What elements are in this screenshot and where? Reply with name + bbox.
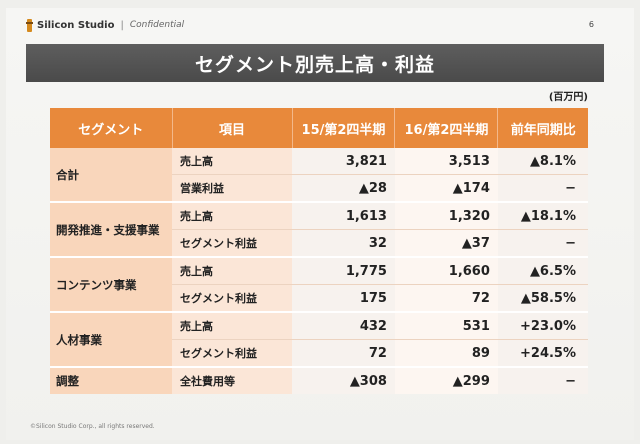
unit-label: (百万円) xyxy=(548,92,588,103)
copyright-footer: ©Silicon Studio Corp., all rights reserv… xyxy=(30,423,155,430)
value-16q2: 3,513 xyxy=(394,148,498,175)
value-16q2: ▲37 xyxy=(394,229,498,258)
col-header-item: 項目 xyxy=(172,108,293,148)
segment-table: セグメント 項目 15/第2四半期 16/第2四半期 前年同期比 合計 売上高 … xyxy=(50,108,588,394)
value-15q2: ▲28 xyxy=(292,174,395,203)
item-cell: セグメント利益 xyxy=(172,339,292,368)
table-row: 合計 売上高 3,821 3,513 ▲8.1% xyxy=(50,148,588,203)
value-16q2: ▲174 xyxy=(394,174,498,203)
table-header-row: セグメント 項目 15/第2四半期 16/第2四半期 前年同期比 xyxy=(50,108,588,148)
item-cell: 営業利益 xyxy=(172,174,292,203)
value-yoy: − xyxy=(497,229,588,258)
item-cell: 売上高 xyxy=(172,257,292,285)
item-cell: 売上高 xyxy=(172,202,292,230)
value-16q2: 1,320 xyxy=(394,202,498,230)
col-header-16q2: 16/第2四半期 xyxy=(394,108,499,148)
table-row: 開発推進・支援事業 売上高 1,613 1,320 ▲18.1% xyxy=(50,202,588,258)
item-cell: 売上高 xyxy=(172,312,292,340)
segment-cell: 合計 xyxy=(50,148,172,203)
col-header-segment: セグメント xyxy=(50,108,173,148)
value-15q2: 72 xyxy=(292,339,395,368)
value-15q2: ▲308 xyxy=(292,367,395,394)
item-cell: 全社費用等 xyxy=(172,367,292,394)
segment-cell: 人材事業 xyxy=(50,312,172,368)
item-cell: 売上高 xyxy=(172,148,292,175)
page-number: 6 xyxy=(588,20,594,29)
col-header-yoy: 前年同期比 xyxy=(497,108,588,148)
segment-cell: 調整 xyxy=(50,367,172,394)
table-row: 営業利益 ▲28 ▲174 − xyxy=(50,174,588,203)
value-15q2: 32 xyxy=(292,229,395,258)
value-yoy: − xyxy=(497,367,588,394)
table-row: セグメント利益 32 ▲37 − xyxy=(50,229,588,258)
value-16q2: 72 xyxy=(394,284,498,313)
value-15q2: 432 xyxy=(292,312,395,340)
col-header-15q2: 15/第2四半期 xyxy=(292,108,396,148)
value-15q2: 1,613 xyxy=(292,202,395,230)
value-yoy: ▲58.5% xyxy=(497,284,588,313)
table-row: 人材事業 売上高 432 531 +23.0% xyxy=(50,312,588,368)
item-cell: セグメント利益 xyxy=(172,229,292,258)
silicon-studio-logo-icon xyxy=(26,18,33,32)
table-row: セグメント利益 175 72 ▲58.5% xyxy=(50,284,588,313)
brand-name: Silicon Studio xyxy=(37,19,115,31)
value-15q2: 3,821 xyxy=(292,148,395,175)
confidential-label: Confidential xyxy=(129,20,185,30)
value-16q2: ▲299 xyxy=(394,367,498,394)
segment-cell: コンテンツ事業 xyxy=(50,257,172,313)
value-16q2: 89 xyxy=(394,339,498,368)
slide-title: セグメント別売上高・利益 xyxy=(26,44,604,82)
value-16q2: 1,660 xyxy=(394,257,498,285)
item-cell: セグメント利益 xyxy=(172,284,292,313)
value-15q2: 175 xyxy=(292,284,395,313)
header-separator: | xyxy=(120,19,124,31)
value-yoy: +23.0% xyxy=(497,312,588,340)
value-yoy: − xyxy=(497,174,588,203)
value-yoy: ▲18.1% xyxy=(497,202,588,230)
value-yoy: ▲6.5% xyxy=(497,257,588,285)
value-yoy: ▲8.1% xyxy=(497,148,588,175)
slide-header: Silicon Studio | Confidential xyxy=(26,14,606,36)
table-row: 調整 全社費用等 ▲308 ▲299 − xyxy=(50,367,588,394)
table-row: コンテンツ事業 売上高 1,775 1,660 ▲6.5% xyxy=(50,257,588,313)
segment-cell: 開発推進・支援事業 xyxy=(50,202,172,258)
table-row: セグメント利益 72 89 +24.5% xyxy=(50,339,588,368)
value-yoy: +24.5% xyxy=(497,339,588,368)
value-16q2: 531 xyxy=(394,312,498,340)
value-15q2: 1,775 xyxy=(292,257,395,285)
